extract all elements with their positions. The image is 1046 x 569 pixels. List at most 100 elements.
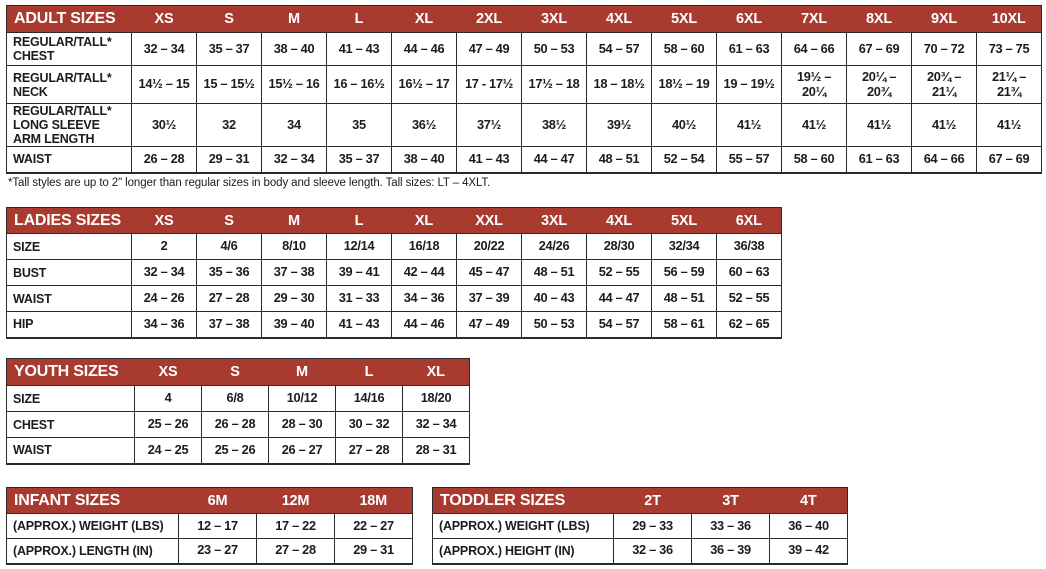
- size-cell: 32 – 34: [131, 259, 197, 286]
- size-cell: 14/16: [335, 385, 403, 412]
- size-cell: 61 – 63: [846, 146, 912, 173]
- size-cell: 36 – 40: [769, 513, 848, 539]
- adult-sizes-column-header: 6XL: [716, 5, 782, 33]
- adult-sizes-column-header: 2XL: [456, 5, 522, 33]
- size-cell: 64 – 66: [911, 146, 977, 173]
- size-cell: 44 – 47: [521, 146, 587, 173]
- size-cell: 19 – 19½: [716, 65, 782, 104]
- adult-sizes-column-header: 8XL: [846, 5, 912, 33]
- size-cell: 4: [134, 385, 202, 412]
- size-cell: 54 – 57: [586, 311, 652, 338]
- size-cell: 48 – 51: [651, 285, 717, 312]
- size-cell: 41½: [781, 103, 847, 147]
- size-cell: 16 – 16½: [326, 65, 392, 104]
- size-cell: 44 – 47: [586, 285, 652, 312]
- size-cell: 39 – 41: [326, 259, 392, 286]
- size-cell: 2: [131, 233, 197, 260]
- size-cell: 30 – 32: [335, 411, 403, 438]
- size-cell: 19½ – 20¼: [781, 65, 847, 104]
- size-cell: 17½ – 18: [521, 65, 587, 104]
- size-cell: 38 – 40: [391, 146, 457, 173]
- size-cell: 38 – 40: [261, 32, 327, 66]
- size-cell: 27 – 28: [256, 538, 335, 564]
- ladies-sizes-row-label: WAIST: [6, 285, 132, 312]
- size-cell: 26 – 28: [131, 146, 197, 173]
- size-cell: 73 – 75: [976, 32, 1042, 66]
- size-cell: 23 – 27: [178, 538, 257, 564]
- size-cell: 48 – 51: [586, 146, 652, 173]
- size-cell: 29 – 31: [196, 146, 262, 173]
- size-cell: 52 – 54: [651, 146, 717, 173]
- size-cell: 12/14: [326, 233, 392, 260]
- size-cell: 31 – 33: [326, 285, 392, 312]
- size-cell: 41½: [976, 103, 1042, 147]
- size-cell: 17 - 17½: [456, 65, 522, 104]
- size-cell: 67 – 69: [976, 146, 1042, 173]
- size-cell: 41 – 43: [326, 32, 392, 66]
- infant-sizes-column-header: 6M: [178, 487, 257, 514]
- toddler-sizes-table: TODDLER SIZES 2T 3T 4T (APPROX.) WEIGHT (LBS…: [432, 487, 848, 565]
- size-cell: 35 – 37: [196, 32, 262, 66]
- size-cell: 47 – 49: [456, 32, 522, 66]
- size-cell: 35 – 37: [326, 146, 392, 173]
- adult-sizes-column-header: 9XL: [911, 5, 977, 33]
- adult-sizes-table-container: ADULT SIZES XS S M L XL 2XL 3XL 4XL 5XL 6XL 7XL 8XL 9…: [6, 5, 1042, 174]
- youth-sizes-column-header: XS: [134, 358, 202, 386]
- size-cell: 25 – 26: [134, 411, 202, 438]
- size-cell: 37 – 39: [456, 285, 522, 312]
- size-cell: 32 – 34: [402, 411, 470, 438]
- size-cell: 18½ – 19: [651, 65, 717, 104]
- table-row: (APPROX.) WEIGHT (LBS) 12 – 17 17 – 22 22 –…: [6, 513, 413, 539]
- size-cell: 70 – 72: [911, 32, 977, 66]
- ladies-sizes-row-label: HIP: [6, 311, 132, 338]
- size-cell: 20¼ – 20¾: [846, 65, 912, 104]
- size-cell: 18/20: [402, 385, 470, 412]
- size-cell: 37 – 38: [196, 311, 262, 338]
- size-cell: 21¼ – 21¾: [976, 65, 1042, 104]
- adult-sizes-column-header: S: [196, 5, 262, 33]
- infant-sizes-row-label: (APPROX.) LENGTH (IN): [6, 538, 179, 564]
- table-row: REGULAR/TALL* LONG SLEEVE ARM LENGTH 30½ 3…: [6, 103, 1042, 147]
- size-cell: 55 – 57: [716, 146, 782, 173]
- size-cell: 50 – 53: [521, 32, 587, 66]
- size-cell: 35: [326, 103, 392, 147]
- size-cell: 36½: [391, 103, 457, 147]
- size-cell: 39 – 40: [261, 311, 327, 338]
- toddler-sizes-column-header: 2T: [613, 487, 692, 514]
- size-cell: 37½: [456, 103, 522, 147]
- youth-sizes-column-header: S: [201, 358, 269, 386]
- size-cell: 36 – 39: [691, 538, 770, 564]
- table-row: SIZE 2 4/6 8/10 12/14 16/18 20/22 24/26 28/30 32/…: [6, 233, 782, 260]
- infant-sizes-row-label: (APPROX.) WEIGHT (LBS): [6, 513, 179, 539]
- size-cell: 32: [196, 103, 262, 147]
- size-cell: 41 – 43: [326, 311, 392, 338]
- size-cell: 20¾ – 21¼: [911, 65, 977, 104]
- table-row: REGULAR/TALL* NECK 14½ – 15 15 – 15½ 15½ – …: [6, 65, 1042, 104]
- infant-sizes-column-header: 12M: [256, 487, 335, 514]
- size-cell: 56 – 59: [651, 259, 717, 286]
- adult-sizes-column-header: XL: [391, 5, 457, 33]
- size-cell: 15½ – 16: [261, 65, 327, 104]
- youth-sizes-title: YOUTH SIZES: [6, 358, 135, 386]
- table-row: (APPROX.) LENGTH (IN) 23 – 27 27 – 28 29 – …: [6, 538, 413, 564]
- size-cell: 16½ – 17: [391, 65, 457, 104]
- size-cell: 28 – 30: [268, 411, 336, 438]
- ladies-sizes-title: LADIES SIZES: [6, 207, 132, 234]
- ladies-sizes-table: LADIES SIZES XS S M L XL XXL 3XL 4XL 5XL 6XL SIZE 2 4…: [6, 207, 782, 339]
- size-cell: 29 – 33: [613, 513, 692, 539]
- size-cell: 27 – 28: [335, 437, 403, 464]
- ladies-sizes-column-header: XXL: [456, 207, 522, 234]
- size-cell: 32 – 34: [131, 32, 197, 66]
- size-cell: 20/22: [456, 233, 522, 260]
- size-cell: 41½: [846, 103, 912, 147]
- table-row: (APPROX.) WEIGHT (LBS) 29 – 33 33 – 36 36 –…: [432, 513, 848, 539]
- size-cell: 39½: [586, 103, 652, 147]
- adult-sizes-column-header: 3XL: [521, 5, 587, 33]
- size-cell: 26 – 28: [201, 411, 269, 438]
- toddler-sizes-row-label: (APPROX.) WEIGHT (LBS): [432, 513, 614, 539]
- ladies-sizes-column-header: 3XL: [521, 207, 587, 234]
- youth-sizes-table-container: YOUTH SIZES XS S M L XL SIZE 4 6/8 10/12 14/16 18/2…: [6, 358, 470, 465]
- size-cell: 58 – 60: [781, 146, 847, 173]
- table-row: (APPROX.) HEIGHT (IN) 32 – 36 36 – 39 39 – …: [432, 538, 848, 564]
- size-cell: 47 – 49: [456, 311, 522, 338]
